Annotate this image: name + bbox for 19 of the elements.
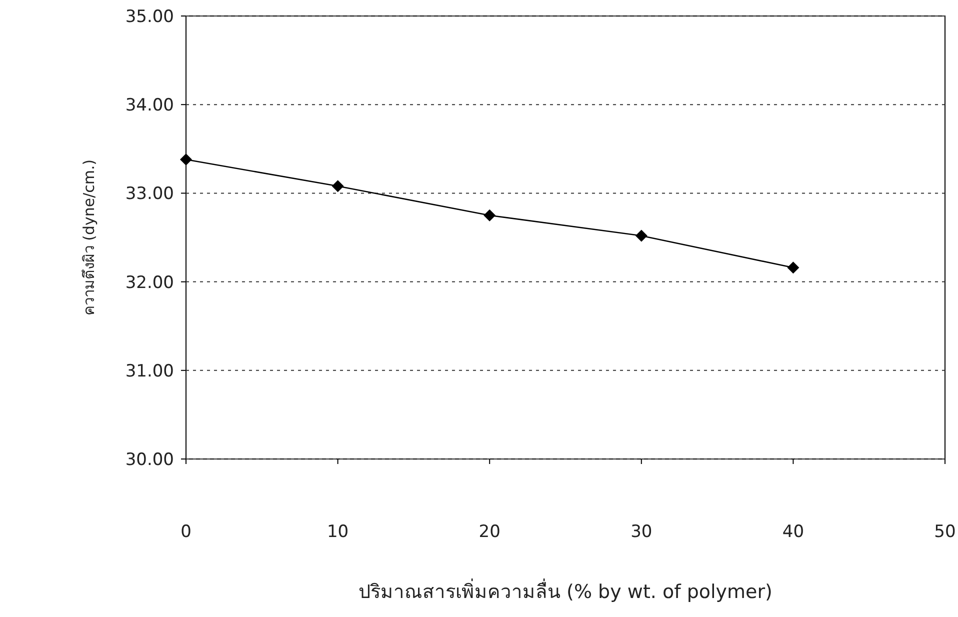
point bbox=[180, 154, 192, 166]
y-tick-label: 35.00 bbox=[125, 7, 174, 27]
x-tick-label: 20 bbox=[478, 522, 500, 542]
y-tick-label: 33.00 bbox=[125, 184, 174, 204]
y-axis-title: ความตึงผิว (dyne/cm.) bbox=[80, 159, 98, 316]
x-tick-label: 30 bbox=[630, 522, 652, 542]
x-tick-label: 10 bbox=[326, 522, 349, 542]
x-tick-label: 0 bbox=[180, 522, 192, 542]
x-tick-label: 50 bbox=[934, 522, 956, 542]
point bbox=[787, 262, 800, 274]
point bbox=[484, 209, 496, 222]
y-tick-label: 31.00 bbox=[125, 361, 174, 382]
x-axis-title: ปริมาณสารเพิ่มความลื่น (% by wt. of polymer) bbox=[358, 578, 772, 603]
point bbox=[332, 180, 344, 192]
y-tick-label: 32.00 bbox=[125, 272, 174, 293]
y-tick-label: 30.00 bbox=[125, 450, 174, 470]
y-tick-label: 34.00 bbox=[125, 96, 174, 116]
point bbox=[635, 230, 648, 242]
x-tick-label: 40 bbox=[782, 522, 804, 542]
